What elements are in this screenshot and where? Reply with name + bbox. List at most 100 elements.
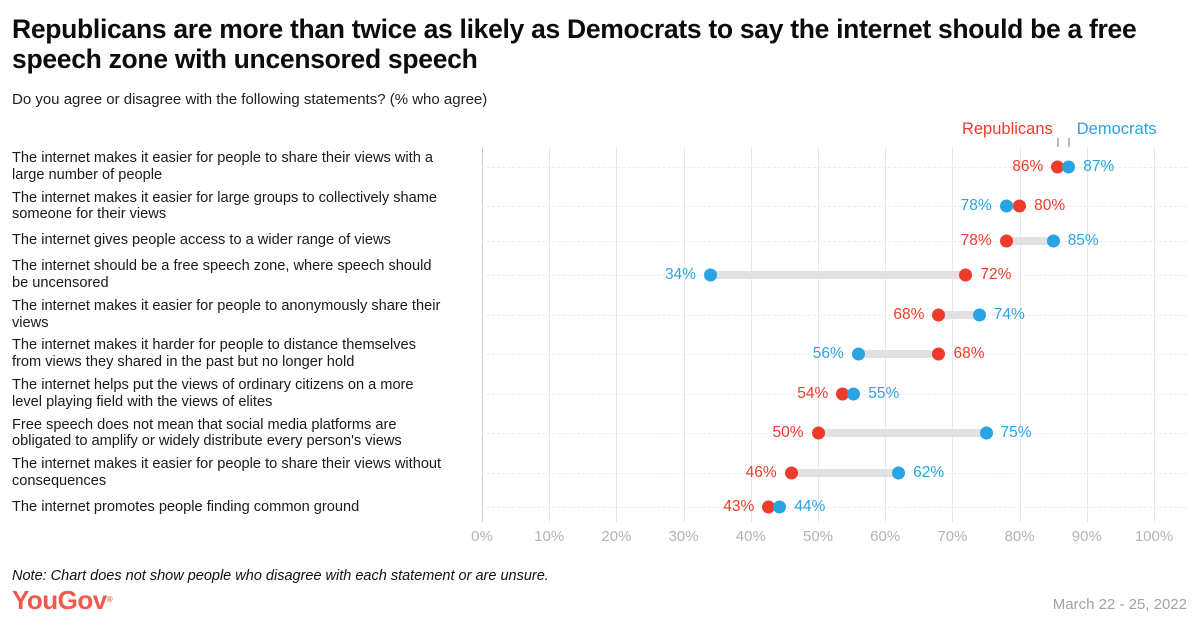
chart-row: The internet makes it easier for large g…: [12, 187, 1187, 227]
chart-row: The internet gives people access to a wi…: [12, 226, 1187, 255]
row-guide-dotted-line: [482, 206, 1187, 208]
legend-tick-democrats: [1067, 138, 1070, 147]
statement-label: The internet helps put the views of ordi…: [12, 376, 414, 410]
democrats-dot: [851, 347, 865, 361]
value-label-republicans: 78%: [960, 231, 992, 249]
x-tick-label: 90%: [1071, 527, 1102, 545]
statement-label: The internet makes it harder for people …: [12, 337, 416, 371]
row-guide-dotted-line: [482, 393, 1187, 395]
statement-label: The internet should be a free speech zon…: [12, 258, 432, 291]
row-guide-dotted-line: [482, 314, 1187, 316]
chart-row: The internet promotes people finding com…: [12, 493, 1187, 522]
chart-row: The internet makes it easier for people …: [12, 453, 1187, 493]
chart-row: The internet makes it easier for people …: [12, 295, 1187, 335]
chart-row: The internet makes it harder for people …: [12, 334, 1187, 374]
democrats-dot: [1062, 160, 1076, 174]
connector-bar: [938, 310, 980, 319]
row-plot: 68% 74%: [470, 295, 1187, 335]
republicans-dot: [762, 500, 776, 514]
page-title: Republicans are more than twice as likel…: [12, 14, 1137, 74]
democrats-dot: [972, 308, 986, 322]
yougov-logo-text: YouGov: [12, 584, 107, 615]
value-label-democrats: 85%: [1067, 231, 1099, 249]
value-label-republicans: 72%: [980, 265, 1012, 283]
democrats-dot: [703, 268, 717, 282]
republicans-dot: [999, 234, 1013, 248]
democrats-dot: [773, 500, 787, 514]
date-range: March 22 - 25, 2022: [1052, 595, 1187, 613]
connector-bar: [791, 468, 899, 477]
value-label-democrats: 87%: [1083, 157, 1115, 175]
value-label-republicans: 68%: [893, 305, 925, 323]
republicans-dot: [1051, 160, 1065, 174]
row-plot: 86% 87%: [470, 147, 1187, 187]
value-label-democrats: 78%: [960, 197, 992, 215]
democrats-dot: [999, 199, 1013, 213]
value-label-democrats: 74%: [993, 305, 1025, 323]
value-label-republicans: 46%: [745, 463, 777, 481]
row-plot: 34% 72%: [470, 255, 1187, 295]
legend-republicans: Republicans: [961, 120, 1053, 138]
row-plot: 78% 85%: [470, 226, 1187, 255]
statement-label: Free speech does not mean that social me…: [12, 416, 402, 450]
legend: Republicans Democrats: [12, 120, 1187, 147]
value-label-republicans: 50%: [772, 424, 804, 442]
x-tick-label: 100%: [1134, 527, 1174, 545]
x-tick-label: 80%: [1004, 527, 1035, 545]
statement-label: The internet makes it easier for people …: [12, 297, 441, 331]
x-tick-label: 20%: [601, 527, 632, 545]
value-label-democrats: 75%: [1000, 424, 1032, 442]
statement-label: The internet makes it easier for people …: [12, 456, 442, 489]
republicans-dot: [959, 268, 973, 282]
democrats-dot: [847, 387, 861, 401]
x-tick-label: 10%: [534, 527, 565, 545]
connector-bar: [1006, 202, 1020, 211]
x-tick-label: 0%: [471, 527, 493, 545]
row-plot: 50% 75%: [470, 414, 1187, 454]
row-plot: 78% 80%: [470, 187, 1187, 227]
chart-row: The internet makes it easier for people …: [12, 147, 1187, 187]
value-label-republicans: 54%: [797, 384, 829, 402]
connector-bar: [818, 429, 986, 438]
row-guide-dotted-line: [482, 166, 1187, 168]
x-tick-label: 60%: [870, 527, 901, 545]
republicans-dot: [1013, 199, 1027, 213]
democrats-dot: [892, 466, 906, 480]
chart-row: The internet helps put the views of ordi…: [12, 374, 1187, 414]
republicans-dot: [932, 308, 946, 322]
footer: YouGov® March 22 - 25, 2022: [12, 587, 1187, 613]
row-guide-dotted-line: [482, 354, 1187, 356]
x-axis: 0% 10% 20% 30% 40% 50% 60% 70% 80% 90% 100%: [12, 522, 1187, 546]
registered-mark: ®: [106, 594, 113, 604]
x-tick-label: 40%: [735, 527, 766, 545]
republicans-dot: [932, 347, 946, 361]
statement-label: The internet gives people access to a wi…: [12, 232, 391, 249]
chart-subtitle: Do you agree or disagree with the follow…: [12, 91, 488, 108]
value-label-democrats: 62%: [913, 463, 945, 481]
value-label-republicans: 86%: [1012, 157, 1044, 175]
dumbbell-chart: Republicans Democrats The internet makes…: [12, 120, 1187, 546]
republicans-dot: [811, 426, 825, 440]
chart-rows: The internet makes it easier for people …: [12, 147, 1187, 522]
value-label-republicans: 80%: [1034, 197, 1066, 215]
row-plot: 54% 55%: [470, 374, 1187, 414]
value-label-democrats: 44%: [794, 498, 826, 516]
legend-democrats: Democrats: [1076, 120, 1157, 138]
chart-row: The internet should be a free speech zon…: [12, 255, 1187, 295]
row-plot: 56% 68%: [470, 334, 1187, 374]
row-guide-dotted-line: [482, 507, 1187, 509]
value-label-republicans: 68%: [953, 345, 985, 363]
connector-bar: [710, 270, 966, 279]
legend-tick-republicans: [1056, 138, 1059, 147]
connector-bar: [858, 350, 939, 359]
x-tick-label: 70%: [937, 527, 968, 545]
value-label-democrats: 56%: [812, 345, 844, 363]
republicans-dot: [784, 466, 798, 480]
chart-row: Free speech does not mean that social me…: [12, 414, 1187, 454]
value-label-democrats: 34%: [664, 265, 696, 283]
value-label-republicans: 43%: [723, 498, 755, 516]
chart-note: Note: Chart does not show people who dis…: [12, 567, 549, 584]
x-tick-label: 30%: [668, 527, 699, 545]
row-guide-dotted-line: [482, 240, 1187, 242]
